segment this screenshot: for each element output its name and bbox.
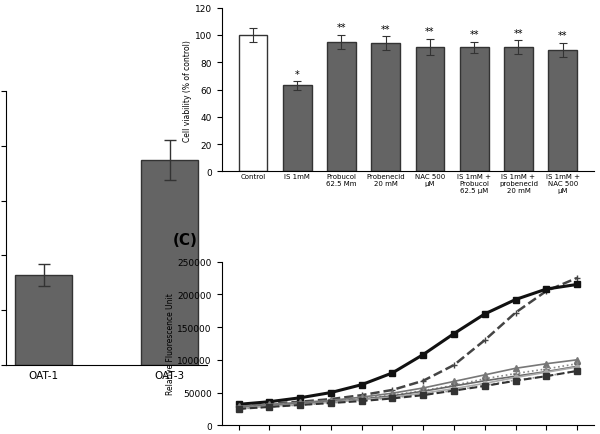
Bar <box>142 161 198 365</box>
Bar <box>239 36 268 172</box>
Y-axis label: Cell viability (% of control): Cell viability (% of control) <box>183 39 192 141</box>
Text: **: ** <box>337 23 346 33</box>
Bar <box>460 48 488 172</box>
Text: **: ** <box>469 30 479 40</box>
Y-axis label: Relative Fluorescence Unit: Relative Fluorescence Unit <box>166 293 175 395</box>
Text: (C): (C) <box>173 233 198 247</box>
Text: **: ** <box>514 29 523 39</box>
Bar <box>283 86 311 172</box>
Text: **: ** <box>558 31 568 41</box>
Bar <box>548 51 577 172</box>
Bar <box>327 43 356 172</box>
Text: **: ** <box>381 25 391 35</box>
Bar <box>15 275 72 365</box>
Bar <box>504 48 533 172</box>
Bar <box>371 44 400 172</box>
Text: **: ** <box>425 27 434 37</box>
Text: *: * <box>295 69 299 79</box>
Bar <box>416 48 445 172</box>
